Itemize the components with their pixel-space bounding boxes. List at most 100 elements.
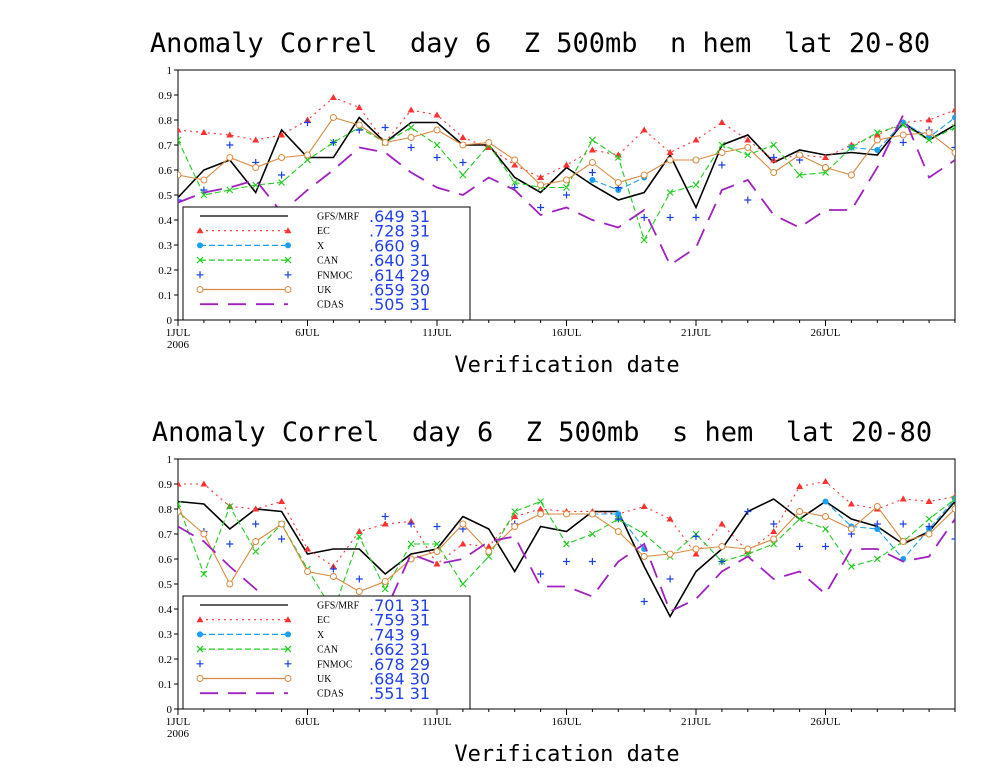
plus-marker bbox=[329, 565, 337, 573]
plus-marker bbox=[278, 535, 286, 543]
plus-marker bbox=[284, 660, 292, 668]
x-tick-label: 16JUL bbox=[552, 716, 582, 728]
open-circle-marker bbox=[692, 156, 700, 164]
x-marker bbox=[666, 189, 674, 196]
plus-marker bbox=[537, 570, 545, 578]
legend-label: CDAS bbox=[317, 300, 344, 311]
triangle-marker bbox=[459, 134, 467, 140]
plus-marker bbox=[196, 271, 204, 279]
legend-stat: .759 31 bbox=[369, 611, 430, 630]
open-circle-marker bbox=[304, 151, 311, 159]
open-circle-marker bbox=[873, 503, 881, 510]
x-year-label: 2006 bbox=[167, 728, 190, 740]
open-circle-marker bbox=[355, 121, 363, 129]
open-circle-marker bbox=[847, 525, 855, 533]
x-marker bbox=[847, 144, 855, 151]
legend-box bbox=[182, 595, 471, 710]
triangle-marker bbox=[925, 116, 933, 123]
plus-marker bbox=[796, 543, 804, 550]
plus-marker bbox=[304, 119, 311, 126]
open-circle-marker bbox=[485, 548, 493, 555]
open-circle-marker bbox=[640, 171, 648, 179]
plus-marker bbox=[744, 196, 752, 204]
open-circle-marker bbox=[511, 523, 519, 530]
circle-marker bbox=[615, 511, 622, 517]
triangle-marker bbox=[537, 174, 545, 180]
triangle-marker bbox=[796, 483, 804, 489]
x-marker bbox=[226, 186, 234, 194]
open-circle-marker bbox=[614, 179, 622, 186]
open-circle-marker bbox=[284, 675, 292, 682]
plus-marker bbox=[588, 169, 596, 176]
open-circle-marker bbox=[226, 580, 234, 588]
y-tick-label: 0.5 bbox=[158, 190, 172, 202]
open-circle-marker bbox=[899, 538, 907, 545]
x-marker bbox=[822, 525, 829, 533]
x-marker bbox=[951, 495, 955, 503]
open-circle-marker bbox=[537, 181, 545, 189]
open-circle-marker bbox=[640, 553, 648, 560]
triangle-marker bbox=[537, 505, 545, 512]
plus-marker bbox=[770, 520, 778, 528]
x-marker bbox=[196, 645, 204, 653]
open-circle-marker bbox=[178, 508, 182, 515]
x-marker bbox=[692, 181, 700, 189]
x-marker bbox=[433, 540, 441, 548]
triangle-marker bbox=[407, 106, 415, 113]
open-circle-marker bbox=[381, 139, 389, 146]
y-tick-label: 1 bbox=[167, 65, 173, 77]
circle-marker bbox=[589, 177, 596, 183]
legend-label: X bbox=[317, 241, 325, 252]
x-marker bbox=[614, 154, 622, 161]
x-tick-label: 1JUL bbox=[166, 327, 191, 339]
x-marker bbox=[407, 124, 415, 131]
triangle-marker bbox=[770, 528, 778, 534]
open-circle-marker bbox=[278, 520, 286, 528]
open-circle-marker bbox=[744, 144, 752, 151]
series-line bbox=[825, 498, 955, 560]
x-tick-label: 6JUL bbox=[295, 327, 320, 339]
open-circle-marker bbox=[381, 578, 389, 585]
plus-marker bbox=[822, 543, 829, 550]
x-marker bbox=[718, 141, 726, 149]
circle-marker bbox=[952, 114, 955, 121]
open-circle-marker bbox=[925, 530, 933, 538]
legend: GFS/MRF .701 31 EC .759 31 X .743 9 CAN .662 31… bbox=[182, 595, 471, 710]
open-circle-marker bbox=[951, 505, 955, 513]
series-uk bbox=[178, 503, 955, 595]
open-circle-marker bbox=[200, 530, 208, 538]
y-tick-label: 1 bbox=[167, 454, 173, 466]
plus-marker bbox=[770, 154, 778, 161]
y-tick-label: 0.2 bbox=[158, 265, 172, 277]
open-circle-marker bbox=[847, 171, 855, 179]
legend-box bbox=[182, 206, 471, 321]
plus-marker bbox=[925, 523, 933, 530]
plus-marker bbox=[873, 520, 881, 528]
legend-label: UK bbox=[317, 285, 332, 296]
plus-marker bbox=[899, 139, 907, 146]
y-tick-label: 0.8 bbox=[158, 504, 172, 516]
open-circle-marker bbox=[951, 149, 955, 156]
legend-label: CDAS bbox=[317, 689, 344, 700]
series-line bbox=[592, 513, 645, 550]
triangle-marker bbox=[588, 146, 596, 153]
open-circle-marker bbox=[822, 164, 829, 171]
open-circle-marker bbox=[899, 131, 907, 139]
x-marker bbox=[433, 141, 441, 149]
triangle-marker bbox=[200, 129, 208, 135]
x-marker bbox=[196, 256, 204, 264]
triangle-marker bbox=[284, 616, 292, 623]
x-marker bbox=[355, 533, 363, 540]
y-tick-label: 0.9 bbox=[158, 90, 172, 102]
legend-stat: .728 31 bbox=[369, 222, 430, 241]
plus-marker bbox=[563, 191, 570, 199]
plus-marker bbox=[588, 558, 596, 565]
x-marker bbox=[899, 121, 907, 129]
x-marker bbox=[770, 540, 778, 548]
plus-marker bbox=[433, 523, 441, 530]
series-fnmoc bbox=[200, 508, 955, 605]
plus-marker bbox=[692, 533, 700, 540]
legend-label: EC bbox=[317, 226, 330, 237]
open-circle-marker bbox=[718, 149, 726, 156]
